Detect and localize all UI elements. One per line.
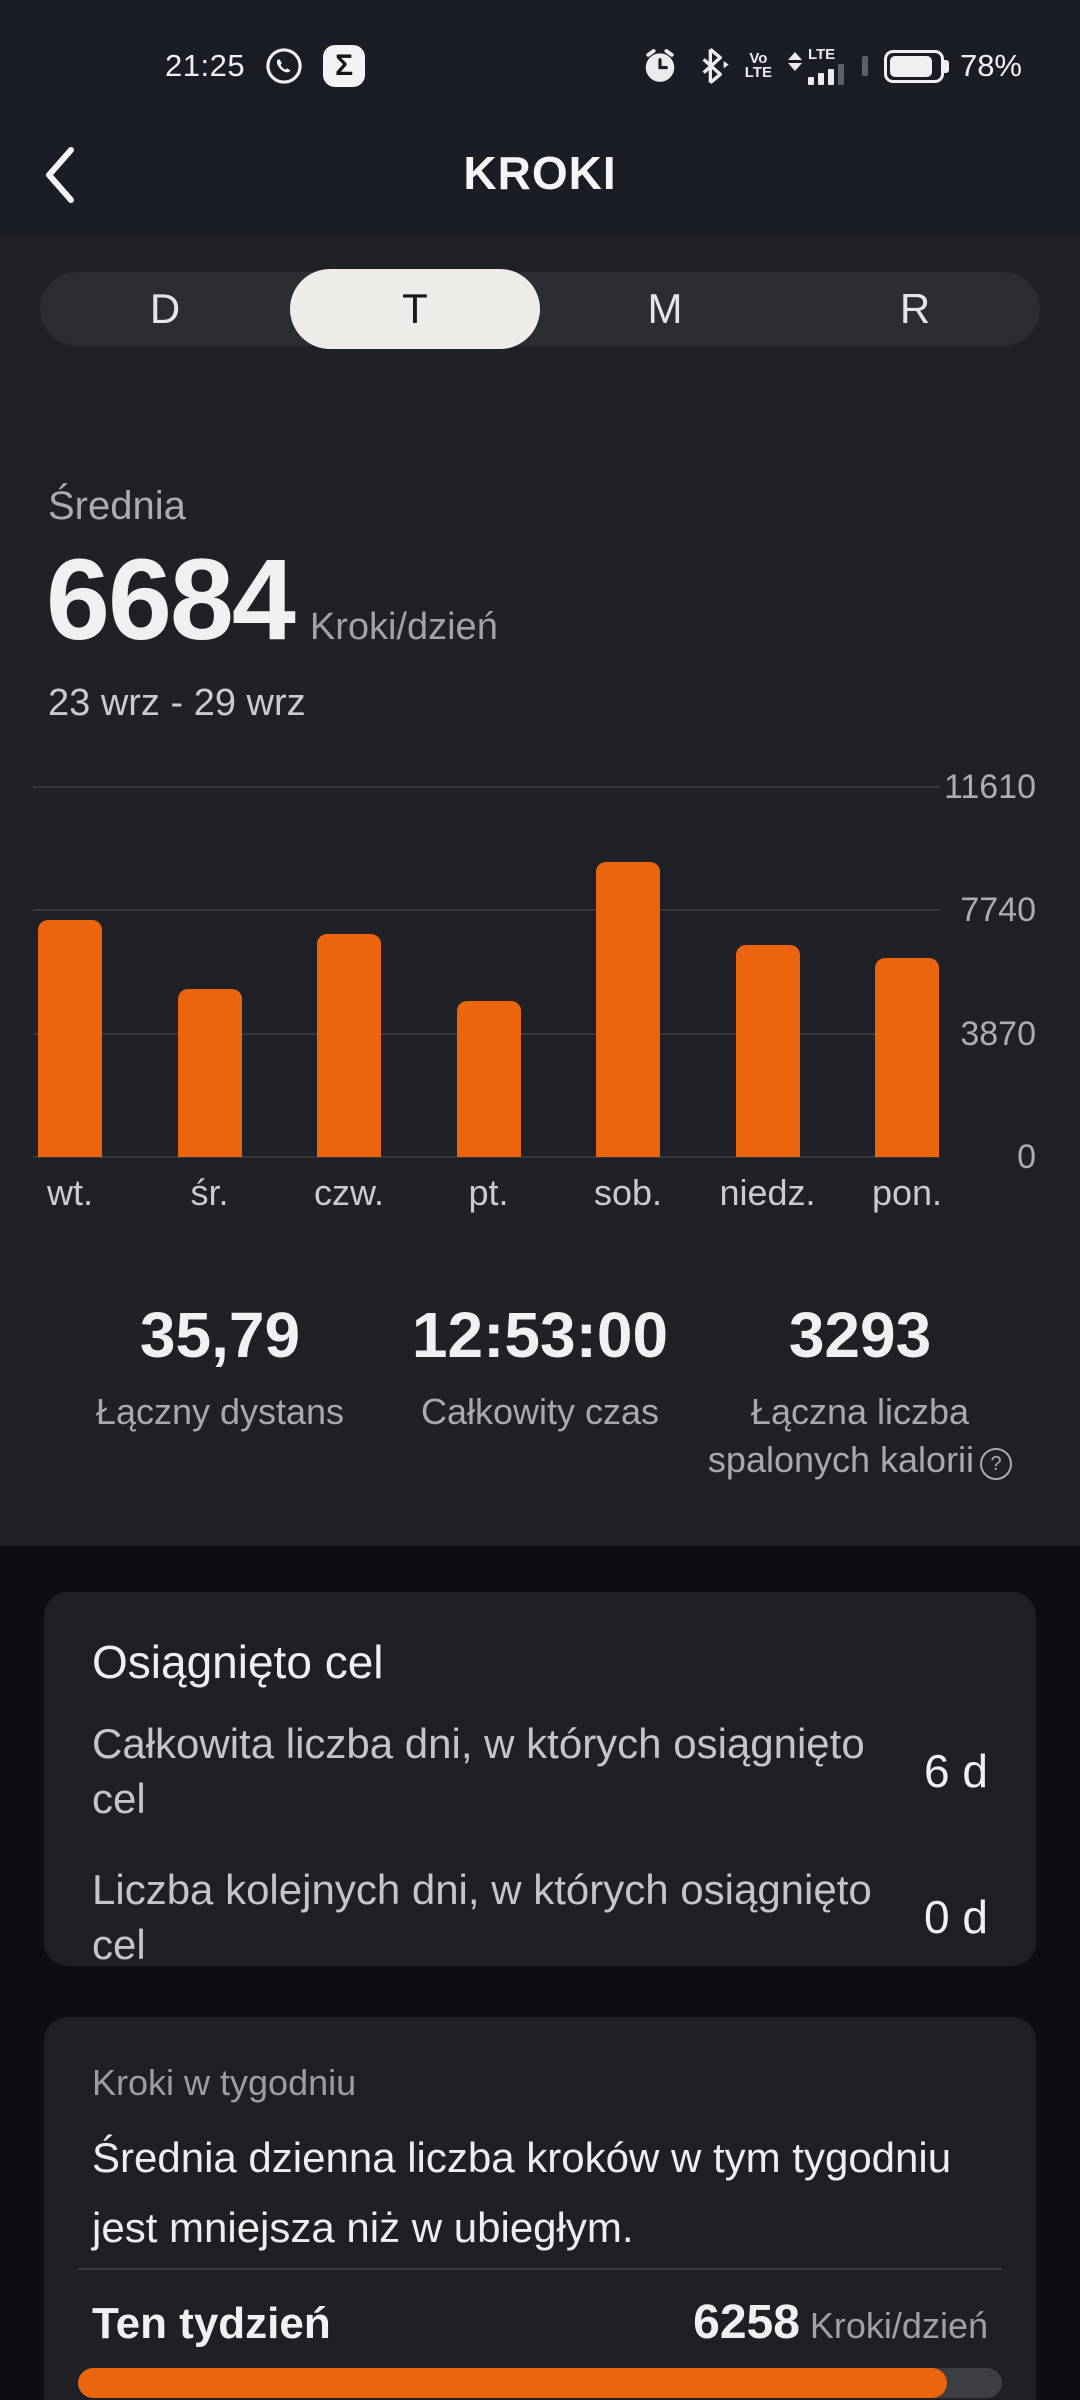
average-steps-unit: Kroki/dzień [309, 606, 498, 648]
y-tick-3870: 3870 [960, 1014, 1036, 1053]
stat-value: 35,79 [139, 1299, 301, 1371]
x-label-wt: wt. [46, 1172, 93, 1213]
this-week-unit: Kroki/dzień [809, 2305, 988, 2346]
goal-row-label: Liczba kolejnych dni, w których osiągnię… [92, 1866, 872, 1968]
y-tick-7740: 7740 [960, 891, 1036, 930]
this-week-value: 6258 [693, 2296, 800, 2349]
steps-bar-chart [33, 786, 940, 1158]
tab-d[interactable]: D [149, 285, 181, 332]
bar-czw[interactable] [317, 933, 381, 1157]
date-range: 23 wrz - 29 wrz [48, 682, 306, 724]
divider [78, 2268, 1002, 2270]
stat-col-0: 35,79 Łączny dystans [60, 1300, 380, 1484]
sigma-app-icon: Σ [323, 45, 366, 87]
summary-label: Średnia [48, 484, 186, 528]
tab-m[interactable]: M [647, 285, 683, 332]
alarm-icon [641, 47, 679, 85]
lower-section: Osiągnięto cel Całkowita liczba dni, w k… [0, 1546, 1080, 2400]
back-button[interactable] [30, 142, 90, 208]
y-tick-0: 0 [1017, 1138, 1036, 1176]
x-label-pt: pt. [468, 1172, 509, 1213]
x-label-niedz: niedz. [719, 1172, 816, 1213]
x-label-czw: czw. [313, 1172, 384, 1213]
app-header: KROKI [0, 118, 1080, 228]
stat-col-2: 3293 Łączna liczba spalonych kalorii? [700, 1300, 1020, 1484]
x-label-śr: śr. [190, 1172, 229, 1213]
goal-row-1: Liczba kolejnych dni, w których osiągnię… [92, 1862, 988, 1972]
clock-time: 21:25 [165, 48, 246, 83]
y-tick-11610: 11610 [943, 768, 1036, 806]
signal-bars-icon [807, 64, 844, 85]
stat-label: Łączna liczba spalonych kalorii? [708, 1388, 1013, 1484]
signal-lte-icon: LTE [787, 46, 844, 85]
week-card-caption: Kroki w tygodniu [92, 2062, 357, 2103]
status-bar-left: 21:25 Σ [165, 44, 366, 88]
goal-row-label: Całkowita liczba dni, w których osiągnię… [92, 1720, 865, 1822]
bar-wt[interactable] [38, 919, 102, 1157]
stat-value: 3293 [788, 1299, 932, 1371]
this-week-row: Ten tydzień 6258 Kroki/dzień [92, 2295, 988, 2350]
x-label-pon: pon. [871, 1172, 943, 1213]
stat-value: 12:53:00 [411, 1299, 669, 1371]
stat-label: Łączny dystans [95, 1391, 345, 1432]
battery-icon [883, 49, 949, 83]
average-steps-value: 6684 [46, 536, 296, 664]
stat-col-1: 12:53:00 Całkowity czas [380, 1300, 700, 1484]
weekly-progress-fill [78, 2368, 947, 2398]
top-block: 21:25 Σ [0, 0, 1080, 236]
x-label-sob: sob. [593, 1172, 663, 1213]
status-bar-right: Vo LTE LTE 78% [641, 40, 1022, 92]
tab-r[interactable]: R [899, 285, 931, 332]
lte-label: LTE [807, 46, 836, 63]
stats-row: 35,79 Łączny dystans 12:53:00 Całkowity cza… [0, 1300, 1080, 1484]
stat-label: Całkowity czas [420, 1391, 660, 1432]
bar-pon[interactable] [875, 957, 939, 1157]
bar-niedz[interactable] [735, 945, 800, 1157]
selected-tab-pill [290, 269, 540, 349]
week-summary-card: Kroki w tygodniu Średnia dzienna liczba … [44, 2017, 1036, 2400]
gridline-0 [33, 1156, 940, 1158]
whatsapp-icon [263, 45, 305, 87]
volte-line2: LTE [744, 64, 772, 81]
volte-line1: Vo [749, 50, 768, 67]
goal-row-value: 0 d [924, 1891, 988, 1943]
page-title: KROKI [463, 147, 617, 199]
sim2-signal-icon [861, 56, 868, 76]
goal-card-title: Osiągnięto cel [92, 1636, 384, 1688]
week-card-description: Średnia dzienna liczba kroków w tym tygo… [92, 2134, 952, 2251]
goal-row-value: 6 d [924, 1745, 988, 1797]
gridline-7740 [33, 909, 940, 912]
bar-pt[interactable] [456, 1000, 521, 1157]
goal-row-0: Całkowita liczba dni, w których osiągnię… [92, 1716, 988, 1826]
data-arrows-icon [787, 52, 802, 71]
goal-card: Osiągnięto cel Całkowita liczba dni, w k… [44, 1592, 1036, 1968]
bluetooth-icon [695, 46, 729, 86]
summary-line: 6684 Kroki/dzień [46, 536, 498, 664]
battery-percent: 78% [959, 48, 1022, 83]
tab-t[interactable]: T [402, 285, 428, 332]
volte-icon: Vo LTE [744, 50, 772, 81]
bar-sob[interactable] [596, 862, 660, 1157]
gridline-11610 [33, 786, 940, 788]
help-icon[interactable]: ? [980, 1448, 1013, 1480]
goal-rows: Całkowita liczba dni, w których osiągnię… [92, 1716, 988, 1972]
weekly-progress-bar [78, 2368, 1002, 2398]
bar-śr[interactable] [177, 988, 242, 1157]
this-week-label: Ten tydzień [92, 2299, 331, 2348]
